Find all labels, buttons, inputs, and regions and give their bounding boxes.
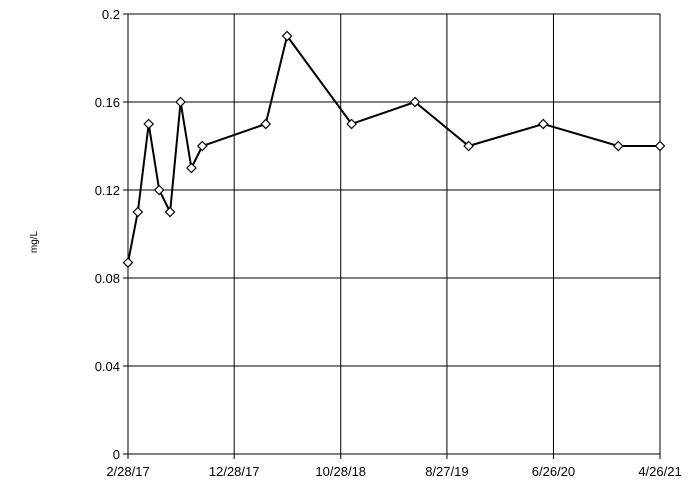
y-axis-label: mg/L xyxy=(29,230,40,253)
data-point-marker xyxy=(346,118,357,130)
y-tick-label: 0.08 xyxy=(95,271,120,286)
plot-area-border xyxy=(127,13,661,455)
x-axis-ticks: 2/28/17 12/28/17 10/28/18 8/27/19 6/26/20 4/2… xyxy=(106,454,682,479)
data-point-marker xyxy=(281,30,293,42)
data-point-marker xyxy=(463,140,474,152)
y-tick-label: 0 xyxy=(113,447,120,462)
data-point-marker xyxy=(175,96,186,108)
data-point-marker xyxy=(186,162,197,174)
data-point-marker xyxy=(260,118,272,130)
data-point-marker xyxy=(132,206,144,218)
data-point-marker xyxy=(164,206,176,218)
x-tick-label: 2/28/17 xyxy=(106,464,149,479)
grid xyxy=(127,13,661,455)
y-tick-label: 0.04 xyxy=(95,359,120,374)
x-tick-label: 4/26/21 xyxy=(638,464,681,479)
x-tick-label: 6/26/20 xyxy=(532,464,575,479)
data-point-marker xyxy=(122,257,134,268)
data-point-marker xyxy=(196,140,208,152)
y-tick-label: 0.12 xyxy=(95,183,120,198)
y-tick-label: 0.2 xyxy=(102,7,120,22)
series-markers xyxy=(122,30,666,268)
data-point-marker xyxy=(153,184,165,196)
data-point-marker xyxy=(409,96,421,108)
data-point-marker xyxy=(537,118,549,130)
series-line xyxy=(127,33,660,263)
x-tick-label: 10/28/18 xyxy=(315,464,366,479)
y-tick-label: 0.16 xyxy=(95,95,120,110)
data-point-marker xyxy=(143,118,155,130)
x-tick-label: 8/27/19 xyxy=(425,464,468,479)
data-point-marker xyxy=(654,140,666,152)
y-axis-ticks: 0 0.04 0.08 0.12 0.16 0.2 xyxy=(95,7,128,462)
x-tick-label: 12/28/17 xyxy=(209,464,260,479)
data-point-marker xyxy=(612,140,624,152)
series-line-path xyxy=(127,33,660,263)
